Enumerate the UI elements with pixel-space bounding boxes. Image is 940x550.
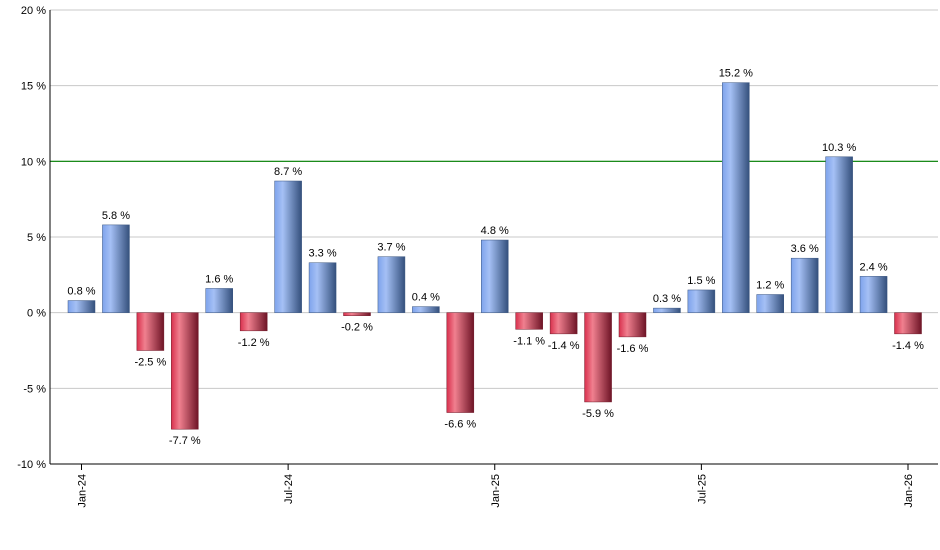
x-tick-label: Jul-25 [696, 474, 708, 504]
bar-Feb-25 [515, 312, 543, 330]
data-label: -0.2 % [341, 322, 373, 334]
data-label: 0.8 % [67, 286, 95, 298]
data-label: -1.6 % [617, 343, 649, 355]
bar-Sep-25 [756, 294, 784, 313]
y-tick-label: 5 % [27, 232, 46, 244]
data-label: 1.2 % [756, 280, 784, 292]
bar-Dec-25 [859, 276, 888, 313]
data-label: 4.8 % [481, 225, 509, 237]
x-tick-label: Jan-24 [77, 474, 89, 508]
data-label: -6.6 % [444, 419, 476, 431]
data-label: -1.4 % [548, 340, 580, 352]
data-label: -5.9 % [582, 408, 614, 420]
y-tick-label: -5 % [23, 383, 46, 395]
data-label: 10.3 % [822, 142, 856, 154]
data-label: -7.7 % [169, 435, 201, 447]
x-tick-label: Jan-26 [903, 474, 915, 508]
data-label: 3.6 % [791, 243, 819, 255]
bar-Nov-25 [825, 156, 853, 313]
y-tick-label: 0 % [27, 308, 46, 320]
data-label: 1.6 % [205, 273, 233, 285]
bar-Mar-25 [549, 312, 578, 335]
bar-Aug-25 [722, 82, 750, 313]
data-label: 15.2 % [719, 68, 753, 80]
y-tick-label: 15 % [21, 81, 46, 93]
bar-Apr-24 [171, 312, 199, 430]
data-label: -1.2 % [238, 337, 270, 349]
bar-Oct-25 [790, 257, 819, 313]
data-label: 8.7 % [274, 166, 302, 178]
x-tick-label: Jul-24 [283, 474, 295, 504]
bar-Mar-24 [136, 312, 165, 351]
data-label: -1.4 % [892, 340, 924, 352]
data-label: 3.3 % [308, 248, 336, 260]
bar-Apr-25 [584, 312, 612, 403]
x-tick-label: Jan-25 [490, 474, 502, 508]
bar-May-25 [618, 312, 647, 338]
data-label: -1.1 % [513, 335, 545, 347]
bar-Jul-24 [274, 180, 302, 313]
data-label: -2.5 % [134, 357, 166, 369]
data-label: 2.4 % [859, 261, 887, 273]
bar-Jun-24 [239, 312, 268, 332]
y-tick-label: 10 % [21, 156, 46, 168]
bar-Sep-24 [343, 312, 371, 316]
y-tick-label: 20 % [21, 5, 46, 17]
bar-Jan-24 [67, 300, 96, 313]
bar-Aug-24 [308, 262, 337, 313]
bar-Nov-24 [412, 306, 440, 313]
data-label: 1.5 % [687, 275, 715, 287]
bar-Dec-24 [446, 312, 475, 413]
bar-Feb-24 [102, 224, 130, 313]
data-label: 5.8 % [102, 210, 130, 222]
bar-Jul-25 [687, 289, 716, 313]
data-label: 0.4 % [412, 292, 440, 304]
y-tick-label: -10 % [17, 459, 46, 471]
bar-Jan-26 [894, 312, 922, 335]
data-label: 0.3 % [653, 293, 681, 305]
bar-May-24 [205, 288, 233, 313]
bar-Oct-24 [377, 256, 406, 313]
bar-Jan-25 [481, 239, 509, 313]
data-label: 3.7 % [377, 242, 405, 254]
bar-Jun-25 [653, 307, 681, 313]
